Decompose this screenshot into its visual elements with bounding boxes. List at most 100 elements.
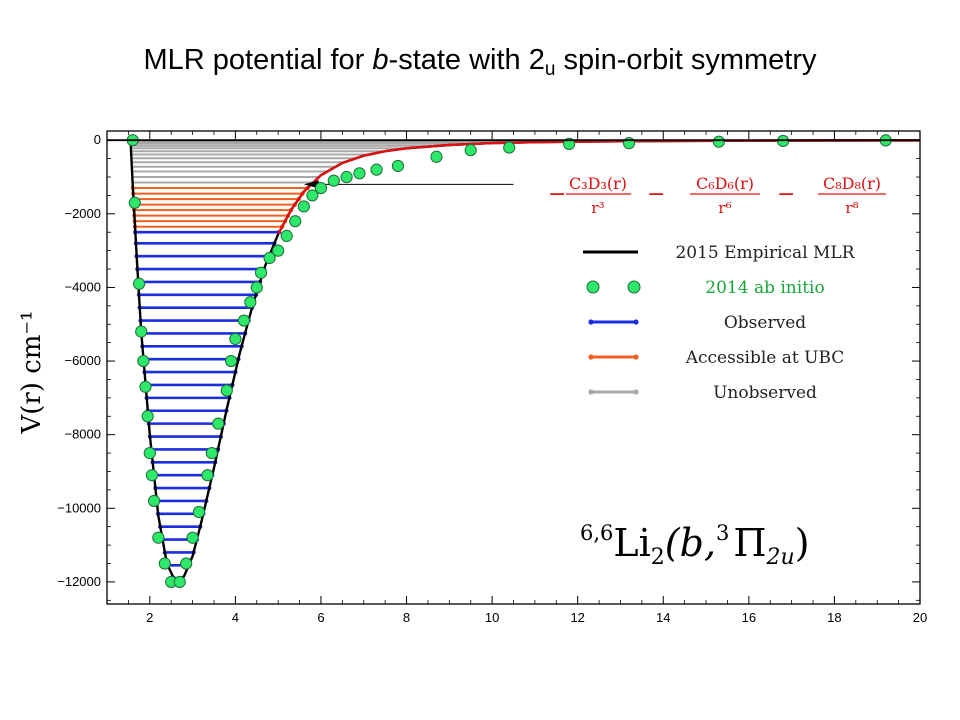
ab-initio-markers — [126, 134, 892, 589]
species-paren-close: ) — [795, 521, 810, 565]
species-subscript: 2 — [651, 545, 665, 570]
y-tick-label: −2000 — [64, 206, 101, 221]
y-tick-label: −12000 — [57, 574, 101, 589]
ab-initio-marker — [132, 277, 146, 290]
legend-swatch-dot — [633, 354, 639, 360]
ab-initio-marker — [201, 469, 214, 482]
ab-initio-marker — [503, 141, 516, 154]
ab-initio-marker — [192, 505, 206, 519]
ab-initio-marker — [314, 181, 328, 195]
legend-swatch-dot — [588, 354, 594, 360]
y-tick-label: 0 — [94, 132, 101, 147]
annotation-den-1: r³ — [591, 199, 604, 217]
ab-initio-marker — [272, 244, 285, 257]
species-symbol: Li — [613, 521, 650, 565]
title-italic-b: b — [372, 44, 389, 76]
legend-label: 2014 ab initio — [705, 278, 824, 298]
ab-initio-marker — [250, 281, 263, 294]
legend-label: 2015 Empirical MLR — [675, 243, 855, 263]
x-tick-label: 18 — [827, 610, 841, 625]
ab-initio-marker — [391, 159, 405, 173]
slide-title: MLR potential for b-state with 2u spin-o… — [0, 44, 960, 81]
ab-initio-marker — [280, 229, 293, 243]
ab-initio-marker — [430, 150, 443, 163]
title-subscript: u — [544, 59, 556, 80]
x-tick-label: 12 — [570, 610, 584, 625]
y-tick-label: −10000 — [57, 500, 101, 515]
species-pi: Π — [733, 521, 766, 565]
ab-initio-marker — [229, 332, 242, 346]
ab-initio-marker — [139, 380, 152, 393]
annotation-pointer-arrowhead — [303, 180, 319, 189]
species-pi-subscript: 2u — [766, 545, 795, 570]
annotation-den-2: r⁶ — [718, 199, 731, 217]
ab-initio-marker — [128, 196, 141, 209]
y-axis-label: V(r) cm⁻¹ — [17, 310, 47, 434]
long-range-annotation: − C₃D₃(r) r³ − C₆D₆(r) r⁶ − C₈D₈(r) r⁸ — [548, 174, 886, 217]
legend-swatch-dot — [588, 389, 594, 395]
ab-initio-marker — [237, 314, 251, 327]
ab-initio-marker — [147, 494, 161, 508]
legend-swatch-dot — [588, 319, 594, 325]
x-tick-label: 10 — [485, 610, 499, 625]
annotation-minus-3: − — [777, 182, 795, 207]
species-label: 6,6Li2(b,3 Π2u) — [580, 521, 810, 570]
ab-initio-marker — [306, 189, 319, 202]
y-tick-label: −4000 — [64, 279, 101, 294]
legend-swatch-marker — [586, 280, 600, 294]
title-part-1: MLR potential for — [143, 44, 373, 76]
x-tick-label: 16 — [742, 610, 756, 625]
legend-swatch-dot — [633, 389, 639, 395]
x-tick-label: 14 — [656, 610, 670, 625]
ab-initio-marker — [464, 144, 477, 157]
ab-initio-marker — [158, 557, 171, 570]
annotation-den-3: r⁸ — [845, 199, 858, 217]
ab-initio-marker — [220, 384, 233, 397]
ab-initio-marker — [135, 325, 148, 338]
annotation-num-3: C₈D₈(r) — [823, 174, 881, 193]
ab-initio-marker — [186, 531, 199, 544]
ab-initio-marker — [622, 137, 636, 150]
annotation-minus-2: − — [647, 182, 665, 207]
ab-initio-marker — [152, 531, 165, 544]
axis-ticks: 2 4 6 8 10 12 14 16 18 20 0 −2000 −4000 −6000 −8000 −10… — [57, 131, 927, 625]
title-part-3: spin-orbit symmetry — [555, 44, 817, 76]
ab-initio-marker — [712, 135, 725, 148]
ab-initio-marker — [205, 446, 218, 460]
y-tick-label: −6000 — [64, 353, 101, 368]
ab-initio-marker — [340, 170, 353, 184]
species-superscript-mass: 6,6 — [580, 521, 613, 545]
ab-initio-marker — [180, 557, 193, 570]
ab-initio-marker — [370, 163, 383, 176]
x-tick-label: 2 — [146, 610, 153, 625]
ab-initio-marker — [327, 174, 340, 187]
ab-initio-marker — [137, 354, 150, 368]
ab-initio-marker — [263, 251, 276, 265]
x-tick-label: 20 — [913, 610, 927, 625]
annotation-minus-1: − — [548, 182, 566, 207]
species-superscript-multiplicity: 3 — [716, 521, 729, 545]
ab-initio-marker — [224, 354, 238, 368]
ab-initio-marker — [297, 200, 310, 213]
ab-initio-marker — [145, 469, 159, 482]
x-tick-label: 6 — [317, 610, 324, 625]
ab-initio-marker — [143, 446, 156, 460]
x-tick-label: 8 — [403, 610, 410, 625]
ab-initio-marker — [289, 215, 302, 228]
legend-swatch-marker — [627, 280, 641, 294]
ab-initio-marker — [141, 410, 154, 423]
ab-initio-marker — [212, 417, 225, 430]
title-part-2: -state with 2 — [388, 44, 545, 76]
ab-initio-marker — [353, 167, 366, 180]
x-tick-label: 4 — [232, 610, 239, 625]
legend-label: Unobserved — [713, 383, 817, 403]
ab-initio-marker — [254, 266, 268, 279]
legend-swatch-dot — [633, 319, 639, 325]
annotation-num-1: C₃D₃(r) — [569, 174, 627, 193]
y-tick-label: −8000 — [64, 427, 101, 442]
species-paren-open: (b, — [665, 521, 716, 565]
annotation-num-2: C₆D₆(r) — [696, 174, 754, 193]
ab-initio-marker — [173, 575, 186, 589]
legend: 2015 Empirical MLR 2014 ab initio Observed… — [583, 243, 856, 403]
